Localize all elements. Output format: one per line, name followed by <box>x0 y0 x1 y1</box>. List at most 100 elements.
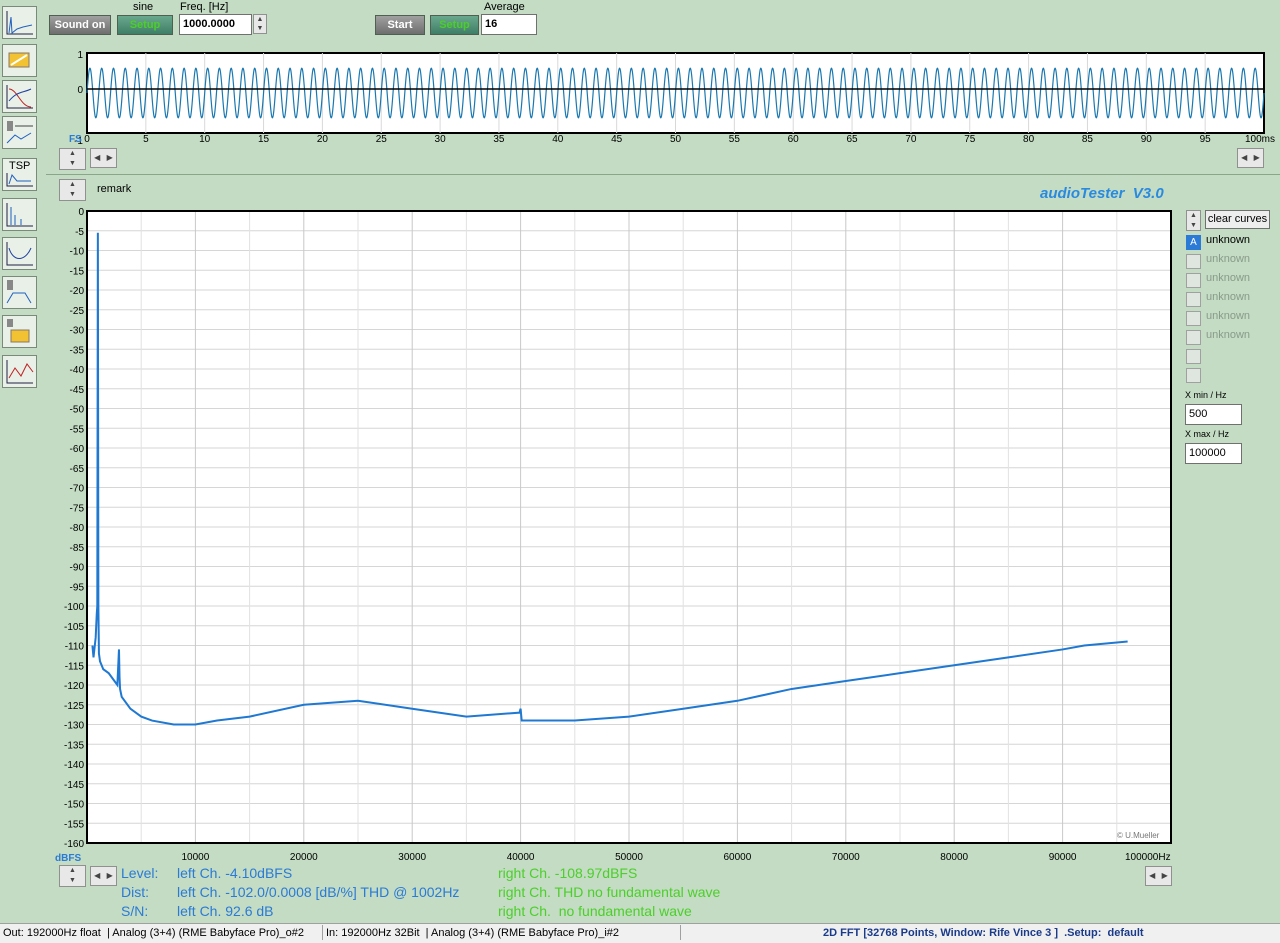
fft-x-scroll-right[interactable]: ◀ ▶ <box>1145 866 1172 886</box>
panel-divider <box>46 174 1280 175</box>
spin-down-icon[interactable]: ▼ <box>69 877 76 884</box>
clear-curves-button[interactable]: clear curves <box>1205 210 1270 229</box>
generator-mode-label: sine <box>133 1 154 13</box>
fft-x-tick-label: 90000 <box>1049 852 1077 863</box>
fft-x-tick-label: 70000 <box>832 852 860 863</box>
arrow-right-icon[interactable]: ▶ <box>106 871 113 880</box>
scope-y-scale-spinner[interactable]: ▲ ▼ <box>59 148 86 170</box>
frequency-input[interactable]: 1000.0000 <box>179 14 252 35</box>
fft-y-tick-label: -155 <box>64 819 84 830</box>
tool-impedance-icon[interactable] <box>2 237 37 270</box>
tool-spectrum-icon[interactable] <box>2 198 37 231</box>
fft-y-tick-label: -70 <box>70 484 85 495</box>
left-dist-value: left Ch. -102.0/0.0008 [dB/%] THD @ 1002… <box>177 884 460 900</box>
fft-x-tick-label: 50000 <box>615 852 643 863</box>
average-setup-button[interactable]: Setup <box>430 15 479 35</box>
frequency-spinner[interactable]: ▲ ▼ <box>253 14 267 34</box>
fft-spectrum-trace <box>91 232 1128 726</box>
fft-y-tick-label: -100 <box>64 602 84 613</box>
scope-waveform <box>86 67 1265 119</box>
scope-x-tick-label: 5 <box>143 134 149 145</box>
spin-down-icon[interactable]: ▼ <box>256 25 264 32</box>
arrow-right-icon[interactable]: ▶ <box>106 153 113 162</box>
curve-f-checkbox[interactable] <box>1186 330 1201 345</box>
level-label: Level: <box>121 865 159 881</box>
spin-up-icon[interactable]: ▲ <box>256 16 264 23</box>
left-level-value: left Ch. -4.10dBFS <box>177 865 293 881</box>
curve-g-checkbox[interactable] <box>1186 349 1201 364</box>
arrow-left-icon[interactable]: ◀ <box>94 153 101 162</box>
fft-y-tick-label: -110 <box>65 642 85 653</box>
spin-down-icon[interactable]: ▼ <box>69 160 76 167</box>
fft-chart: 0 -5 -10 -15 -20 -25 -30 -35 -40 -45 -50 -55 -60 -65 -… <box>55 207 1172 864</box>
tool-tsp-icon[interactable]: TSP <box>2 158 37 191</box>
curve-b-checkbox[interactable] <box>1186 254 1201 269</box>
fft-x-tick-label: 40000 <box>507 852 535 863</box>
remark-label: remark <box>97 183 132 195</box>
arrow-left-icon[interactable]: ◀ <box>1149 871 1156 880</box>
fft-y-tick-label: -50 <box>70 405 85 416</box>
tool-filter-icon[interactable] <box>2 276 37 309</box>
fft-y-tick-label: -35 <box>70 345 85 356</box>
tool-speaker-icon[interactable] <box>2 116 37 149</box>
fft-x-tick-label: 30000 <box>398 852 426 863</box>
curve-e-checkbox[interactable] <box>1186 311 1201 326</box>
curve-a-label: unknown <box>1206 234 1251 246</box>
arrow-right-icon[interactable]: ▶ <box>1161 871 1168 880</box>
fft-x-scroll-left[interactable]: ◀ ▶ <box>90 866 117 886</box>
status-mode: 2D FFT [32768 Points, Window: Rife Vince… <box>823 927 1144 939</box>
scope-x-tick-label: 15 <box>258 134 270 145</box>
tool-calibration-icon[interactable] <box>2 315 37 348</box>
spin-up-icon[interactable]: ▲ <box>69 867 76 874</box>
sound-on-button[interactable]: Sound on <box>49 15 111 35</box>
fft-y-tick-label: -10 <box>70 247 85 258</box>
generator-setup-button[interactable]: Setup <box>117 15 173 35</box>
fft-x-tick-label: 60000 <box>723 852 751 863</box>
curve-c-label: unknown <box>1206 272 1251 284</box>
spin-up-icon[interactable]: ▲ <box>69 150 76 157</box>
fft-y-tick-label: -120 <box>64 681 84 692</box>
arrow-right-icon[interactable]: ▶ <box>1253 153 1260 162</box>
curve-e-label: unknown <box>1206 310 1251 322</box>
scope-x-tick-label: 35 <box>493 134 505 145</box>
average-input[interactable]: 16 <box>481 14 537 35</box>
xmin-input[interactable]: 500 <box>1185 404 1242 425</box>
scope-x-tick-label: 75 <box>964 134 976 145</box>
fft-panel-spinner[interactable]: ▲ ▼ <box>59 179 86 201</box>
scope-x-tick-label: 30 <box>435 134 447 145</box>
curve-h-checkbox[interactable] <box>1186 368 1201 383</box>
average-label: Average <box>484 1 525 13</box>
xmax-input[interactable]: 100000 <box>1185 443 1242 464</box>
spin-up-icon[interactable]: ▲ <box>69 181 76 188</box>
fft-y-tick-label: -150 <box>64 800 84 811</box>
curve-c-checkbox[interactable] <box>1186 273 1201 288</box>
arrow-left-icon[interactable]: ◀ <box>1241 153 1248 162</box>
scope-x-scroll-right[interactable]: ◀ ▶ <box>1237 148 1264 168</box>
fft-y-tick-label: -40 <box>70 365 85 376</box>
scope-x-tick-label: 95 <box>1200 134 1212 145</box>
start-button[interactable]: Start <box>375 15 425 35</box>
fft-grid <box>87 210 1171 844</box>
fft-y-tick-label: -30 <box>70 326 85 337</box>
status-output-device: Out: 192000Hz float | Analog (3+4) (RME … <box>3 927 304 939</box>
legend-spinner[interactable]: ▲ ▼ <box>1186 210 1201 231</box>
fft-y-scale-spinner[interactable]: ▲ ▼ <box>59 865 86 887</box>
fft-x-tick-label: 80000 <box>940 852 968 863</box>
fft-y-tick-label: -5 <box>75 227 84 238</box>
curve-a-marker[interactable]: A <box>1186 235 1201 250</box>
scope-x-scroll-left[interactable]: ◀ ▶ <box>90 148 117 168</box>
tool-fft-icon[interactable] <box>2 6 37 39</box>
spin-down-icon[interactable]: ▼ <box>69 191 76 198</box>
scope-y-tick-0: 0 <box>77 85 83 96</box>
tool-distortion-icon[interactable] <box>2 355 37 388</box>
left-sn-value: left Ch. 92.6 dB <box>177 903 274 919</box>
fft-y-tick-label: -85 <box>70 543 85 554</box>
arrow-left-icon[interactable]: ◀ <box>94 871 101 880</box>
tool-frequency-response-icon[interactable] <box>2 80 37 113</box>
spin-down-icon[interactable]: ▼ <box>1190 222 1197 229</box>
spin-up-icon[interactable]: ▲ <box>1190 212 1197 219</box>
curve-d-checkbox[interactable] <box>1186 292 1201 307</box>
fft-y-ticks: 0 -5 -10 -15 -20 -25 -30 -35 -40 -45 -50 -55 -60 -65 -… <box>64 207 84 850</box>
tool-generator-icon[interactable] <box>2 44 37 77</box>
scope-y-tick-neg1: -1 <box>74 136 83 147</box>
